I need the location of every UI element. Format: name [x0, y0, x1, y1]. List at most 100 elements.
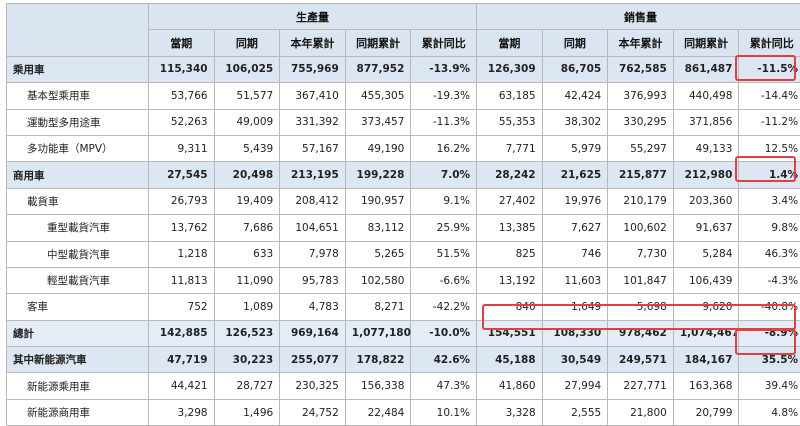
table-cell: 1,074,467: [673, 320, 739, 346]
table-cell: 255,077: [280, 347, 346, 373]
table-cell: 5,284: [673, 241, 739, 267]
table-cell: 5,439: [214, 135, 280, 161]
row-label: 新能源商用車: [7, 399, 149, 425]
table-cell: 20,498: [214, 162, 280, 188]
table-cell: 28,727: [214, 373, 280, 399]
table-cell: 7,627: [542, 215, 608, 241]
table-cell: 9.8%: [739, 215, 800, 241]
table-cell: -14.4%: [739, 83, 800, 109]
table-cell: 184,167: [673, 347, 739, 373]
table-cell: 156,338: [345, 373, 411, 399]
table-cell: 212,980: [673, 162, 739, 188]
table-cell: 978,462: [608, 320, 674, 346]
table-cell: 41,860: [477, 373, 543, 399]
col-header: 當期: [149, 30, 215, 56]
table-cell: 106,025: [214, 56, 280, 82]
row-label: 運動型多用途車: [7, 109, 149, 135]
table-cell: 208,412: [280, 188, 346, 214]
table-cell: 210,179: [608, 188, 674, 214]
table-cell: 49,009: [214, 109, 280, 135]
table-cell: 1,218: [149, 241, 215, 267]
table-cell: 9.1%: [411, 188, 477, 214]
table-cell: 755,969: [280, 56, 346, 82]
table-cell: 2,555: [542, 399, 608, 425]
table-cell: 42.6%: [411, 347, 477, 373]
table-cell: 55,297: [608, 135, 674, 161]
table-cell: 21,800: [608, 399, 674, 425]
table-cell: 47,719: [149, 347, 215, 373]
col-header: 本年累計: [608, 30, 674, 56]
col-header: 累計同比: [411, 30, 477, 56]
table-cell: 1,077,180: [345, 320, 411, 346]
table-cell: -13.9%: [411, 56, 477, 82]
table-cell: 35.5%: [739, 347, 800, 373]
table-cell: 21,625: [542, 162, 608, 188]
table-cell: 12.5%: [739, 135, 800, 161]
table-cell: 26,793: [149, 188, 215, 214]
table-cell: 20,799: [673, 399, 739, 425]
table-cell: 746: [542, 241, 608, 267]
table-cell: 49,190: [345, 135, 411, 161]
table-cell: 861,487: [673, 56, 739, 82]
table-cell: 367,410: [280, 83, 346, 109]
table-cell: 142,885: [149, 320, 215, 346]
table-cell: 22,484: [345, 399, 411, 425]
table-cell: 376,993: [608, 83, 674, 109]
auto-production-sales-table: 生產量 銷售量 當期 同期 本年累計 同期累計 累計同比 當期 同期 本年累計 …: [6, 3, 800, 426]
table-cell: 203,360: [673, 188, 739, 214]
table-cell: 115,340: [149, 56, 215, 82]
table-cell: 52,263: [149, 109, 215, 135]
table-cell: 13,762: [149, 215, 215, 241]
table-cell: 7,771: [477, 135, 543, 161]
row-label: 其中新能源汽車: [7, 347, 149, 373]
col-header: 當期: [477, 30, 543, 56]
table-cell: 8,271: [345, 294, 411, 320]
table-cell: 10.1%: [411, 399, 477, 425]
table-cell: 249,571: [608, 347, 674, 373]
table-cell: -11.2%: [739, 109, 800, 135]
table-cell: 39.4%: [739, 373, 800, 399]
table-cell: 7,686: [214, 215, 280, 241]
table-cell: 371,856: [673, 109, 739, 135]
table-cell: 455,305: [345, 83, 411, 109]
table-cell: 330,295: [608, 109, 674, 135]
table-cell: 38,302: [542, 109, 608, 135]
table-cell: 199,228: [345, 162, 411, 188]
table-cell: 102,580: [345, 267, 411, 293]
table-cell: 101,847: [608, 267, 674, 293]
table-cell: 51,577: [214, 83, 280, 109]
row-label: 商用車: [7, 162, 149, 188]
table-cell: 126,309: [477, 56, 543, 82]
table-cell: 46.3%: [739, 241, 800, 267]
table-cell: 762,585: [608, 56, 674, 82]
table-cell: 373,457: [345, 109, 411, 135]
col-header: 同期累計: [673, 30, 739, 56]
group-header-row: 生產量 銷售量: [7, 4, 800, 30]
table-cell: -8.9%: [739, 320, 800, 346]
row-label: 多功能車（MPV）: [7, 135, 149, 161]
table-cell: 44,421: [149, 373, 215, 399]
table-cell: 106,439: [673, 267, 739, 293]
table-cell: 53,766: [149, 83, 215, 109]
table-cell: 230,325: [280, 373, 346, 399]
table-cell: 1,496: [214, 399, 280, 425]
table-cell: 104,651: [280, 215, 346, 241]
table-cell: 5,698: [608, 294, 674, 320]
table-cell: 83,112: [345, 215, 411, 241]
row-label: 新能源乘用車: [7, 373, 149, 399]
row-label: 乘用車: [7, 56, 149, 82]
table-cell: -19.3%: [411, 83, 477, 109]
table-cell: 95,783: [280, 267, 346, 293]
table-cell: 28,242: [477, 162, 543, 188]
table-cell: 11,090: [214, 267, 280, 293]
